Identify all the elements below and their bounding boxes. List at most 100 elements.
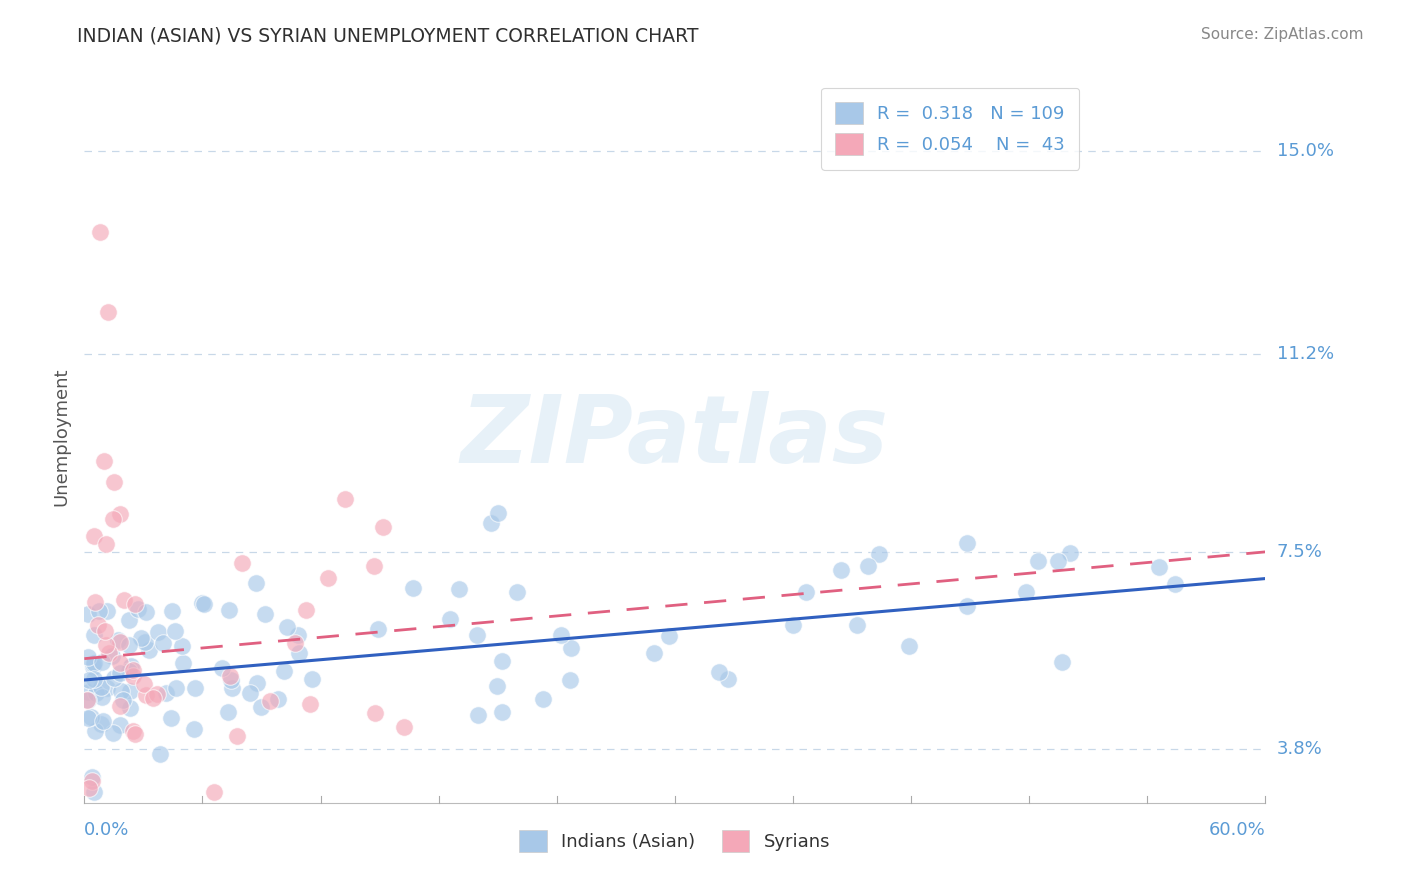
Point [142,690,165,705]
Point [146,624,169,639]
Point [76,693,98,707]
Point [491,705,513,719]
Point [217,705,239,719]
Text: 7.5%: 7.5% [1277,543,1323,561]
Point [118,638,141,652]
Point [267,692,290,706]
Point [82,657,104,672]
Point [96,604,118,618]
Point [77,693,100,707]
Point [83,595,105,609]
Point [94,624,117,638]
Point [897,640,920,654]
Point [1164,577,1187,591]
Point [202,785,225,799]
Point [86,618,108,632]
Point [101,512,124,526]
Point [118,684,141,698]
Point [246,676,269,690]
Point [191,596,214,610]
Text: 60.0%: 60.0% [1209,822,1265,839]
Point [162,604,184,618]
Point [782,618,804,632]
Point [956,536,979,550]
Point [221,681,243,695]
Point [83,785,105,799]
Point [250,700,273,714]
Point [276,620,298,634]
Point [91,714,114,728]
Point [363,559,385,574]
Point [550,627,572,641]
Point [91,690,114,705]
Point [82,660,104,674]
Point [239,686,262,700]
Point [301,672,323,686]
Point [165,624,187,639]
Point [122,724,145,739]
Point [108,717,131,731]
Point [1047,554,1070,568]
Point [110,683,132,698]
Point [120,658,142,673]
Point [254,607,277,622]
Point [77,649,100,664]
Point [108,699,131,714]
Point [295,603,318,617]
Point [83,672,105,686]
Point [658,629,681,643]
Point [1026,554,1049,568]
Point [402,581,425,595]
Point [101,726,124,740]
Point [184,681,207,695]
Point [77,607,100,621]
Point [91,655,114,669]
Point [491,654,513,668]
Text: Source: ZipAtlas.com: Source: ZipAtlas.com [1201,27,1364,42]
Point [83,529,105,543]
Point [103,671,125,685]
Point [287,628,309,642]
Point [955,599,977,613]
Point [107,632,129,647]
Point [83,656,105,670]
Point [846,618,869,632]
Point [318,571,340,585]
Point [1014,585,1036,599]
Point [830,563,852,577]
Point [103,475,125,490]
Point [858,558,880,573]
Point [77,685,100,699]
Point [485,679,508,693]
Point [124,727,146,741]
Point [117,665,139,679]
Point [83,628,105,642]
Point [97,304,120,318]
Point [449,582,471,597]
Point [132,676,155,690]
Point [467,628,489,642]
Point [87,604,110,618]
Legend: Indians (Asian), Syrians: Indians (Asian), Syrians [519,830,831,852]
Point [259,694,281,708]
Point [127,601,149,615]
Text: ZIPatlas: ZIPatlas [461,391,889,483]
Text: INDIAN (ASIAN) VS SYRIAN UNEMPLOYMENT CORRELATION CHART: INDIAN (ASIAN) VS SYRIAN UNEMPLOYMENT CO… [77,27,699,45]
Point [479,516,502,530]
Point [284,636,307,650]
Point [392,720,415,734]
Point [135,605,157,619]
Point [218,603,240,617]
Text: 0.0%: 0.0% [84,822,129,839]
Point [165,681,187,695]
Point [794,585,817,599]
Point [1059,546,1081,560]
Point [82,774,104,789]
Point [110,666,132,681]
Point [245,576,267,591]
Point [226,730,249,744]
Point [709,665,731,679]
Point [558,673,581,687]
Point [122,664,145,678]
Point [298,697,321,711]
